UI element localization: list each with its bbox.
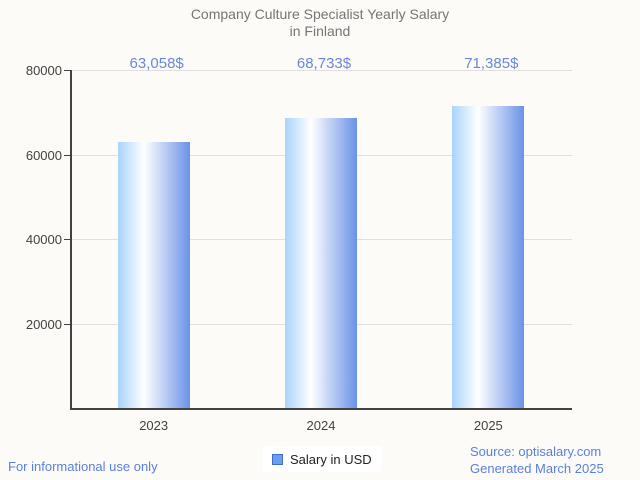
y-axis-tick [64,70,70,71]
disclaimer-text: For informational use only [8,459,158,474]
bar-value-label: 71,385$ [464,55,519,72]
x-axis-label: 2023 [139,418,169,433]
y-axis-label: 20000 [25,316,62,332]
chart-title-line1: Company Culture Specialist Yearly Salary [190,6,450,22]
generated-text: Generated March 2025 [470,461,604,476]
legend-marker-icon [272,453,283,465]
y-axis-label: 60000 [25,147,62,163]
legend: Salary in USD [263,446,382,472]
x-axis-label: 2024 [306,418,336,433]
source-text: Source: optisalary.com [470,444,602,459]
salary-bar [452,106,525,408]
x-axis-line [70,408,572,410]
y-axis-line [70,70,72,408]
chart-title: Company Culture Specialist Yearly Salary… [0,6,640,40]
y-axis-label: 80000 [25,63,62,78]
source-info: Source: optisalary.com Generated March 2… [470,443,604,477]
bar-value-label: 63,058$ [129,55,184,72]
legend-label: Salary in USD [290,451,372,467]
bar-value-label: 68,733$ [296,55,352,72]
chart-title-line2: in Finland [289,23,351,39]
salary-bar [117,141,190,408]
y-axis-tick [64,323,70,325]
x-axis-label: 2025 [473,418,503,433]
y-axis-label: 40000 [25,232,62,247]
salary-bar [285,117,357,408]
y-axis-tick [64,154,70,156]
y-gridline [70,70,572,71]
y-axis-tick [64,239,70,240]
